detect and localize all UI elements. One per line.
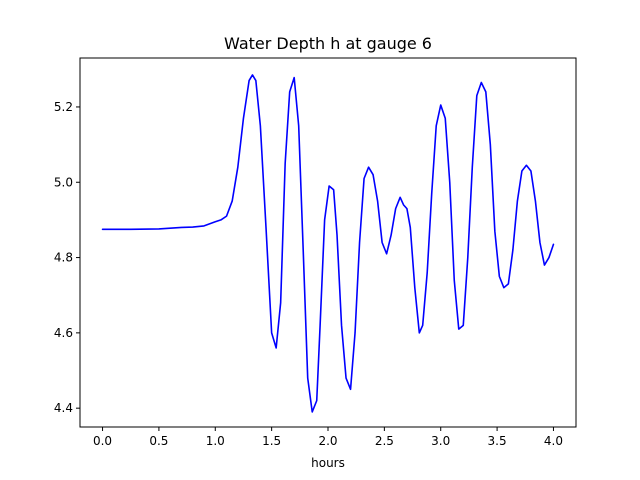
x-tick-label: 4.0 bbox=[544, 434, 563, 448]
x-tick-label: 1.5 bbox=[262, 434, 281, 448]
x-axis: 0.0 0.5 1.0 1.5 2.0 2.5 3.0 3.5 4.0 bbox=[93, 427, 563, 448]
plot-area bbox=[79, 57, 577, 428]
y-tick-label: 4.6 bbox=[54, 326, 73, 340]
x-tick-label: 1.0 bbox=[206, 434, 225, 448]
y-tick-label: 5.0 bbox=[54, 175, 73, 189]
y-tick-label: 5.2 bbox=[54, 100, 73, 114]
x-tick-label: 0.0 bbox=[93, 434, 112, 448]
chart-title: Water Depth h at gauge 6 bbox=[224, 34, 432, 53]
x-tick-label: 2.0 bbox=[318, 434, 337, 448]
axes-frame bbox=[79, 57, 577, 428]
x-tick-label: 3.0 bbox=[431, 434, 450, 448]
y-tick-label: 4.4 bbox=[54, 401, 73, 415]
x-tick-label: 3.5 bbox=[488, 434, 507, 448]
y-axis: 4.4 4.6 4.8 5.0 5.2 bbox=[54, 100, 80, 415]
x-tick-label: 2.5 bbox=[375, 434, 394, 448]
y-tick-label: 4.8 bbox=[54, 251, 73, 265]
series-line bbox=[101, 74, 555, 413]
x-axis-label: hours bbox=[311, 456, 345, 470]
x-tick-label: 0.5 bbox=[149, 434, 168, 448]
